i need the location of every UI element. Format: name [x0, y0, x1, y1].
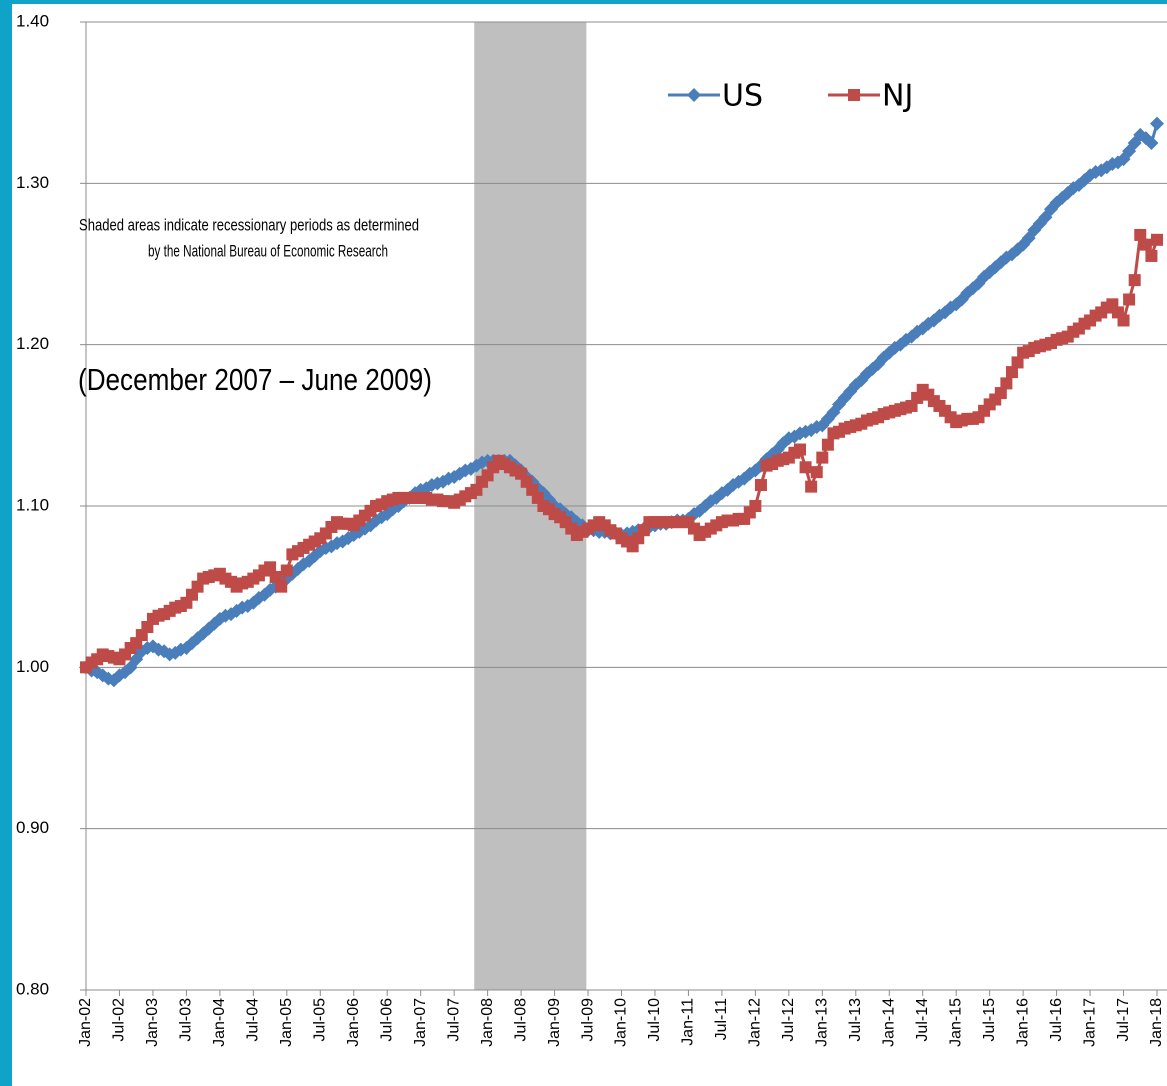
- x-tick-label: Jan-07: [412, 998, 429, 1047]
- x-tick-label: Jan-08: [479, 998, 496, 1047]
- data-point: [1005, 366, 1018, 379]
- x-tick-label: Jul-14: [914, 998, 931, 1042]
- data-point: [275, 580, 288, 593]
- x-tick-label: Jul-05: [312, 998, 329, 1042]
- data-point: [816, 451, 829, 464]
- data-point: [280, 564, 293, 577]
- x-tick-label: Jan-15: [947, 998, 964, 1047]
- y-tick-label: 0.80: [16, 979, 49, 998]
- data-point: [810, 466, 823, 479]
- data-point: [994, 387, 1007, 400]
- x-tick-label: Jul-04: [245, 998, 262, 1042]
- frame-top: [0, 0, 1167, 4]
- x-tick-label: Jan-18: [1148, 998, 1165, 1047]
- x-tick-label: Jan-13: [814, 998, 831, 1047]
- data-point: [1011, 356, 1024, 369]
- x-tick-label: Jul-16: [1048, 998, 1065, 1042]
- x-tick-label: Jul-10: [646, 998, 663, 1042]
- data-point: [1151, 233, 1163, 246]
- y-tick-label: 1.10: [16, 495, 49, 514]
- y-tick-label: 0.90: [16, 818, 49, 837]
- x-tick-label: Jan-17: [1081, 998, 1098, 1047]
- data-point: [993, 255, 1008, 270]
- data-point: [1144, 136, 1159, 150]
- data-point: [1139, 238, 1152, 251]
- data-point: [264, 561, 277, 574]
- x-tick-label: Jan-04: [211, 998, 228, 1047]
- x-tick-label: Jan-14: [880, 998, 897, 1047]
- x-tick-label: Jul-06: [378, 998, 395, 1042]
- annotation: Shaded areas indicate recessionary perio…: [79, 215, 419, 234]
- x-tick-label: Jul-13: [847, 998, 864, 1042]
- x-tick-label: Jul-08: [512, 998, 529, 1042]
- x-tick-label: Jan-16: [1014, 998, 1031, 1047]
- annotation: by the National Bureau of Economic Resea…: [148, 241, 388, 260]
- data-point: [1145, 249, 1158, 262]
- data-point: [794, 443, 806, 456]
- legend-marker: [687, 88, 701, 102]
- x-tick-label: Jul-02: [111, 998, 128, 1042]
- data-point: [1000, 377, 1013, 390]
- x-tick-label: Jan-10: [613, 998, 630, 1047]
- legend-label: US: [722, 79, 763, 114]
- data-point: [1134, 228, 1147, 241]
- x-tick-label: Jul-09: [579, 998, 596, 1042]
- data-point: [1128, 274, 1141, 287]
- x-tick-label: Jan-02: [77, 998, 94, 1047]
- y-tick-label: 1.20: [16, 334, 49, 353]
- legend-label: NJ: [882, 79, 913, 114]
- legend-marker: [848, 89, 860, 101]
- x-tick-label: Jan-11: [680, 998, 697, 1046]
- y-tick-label: 1.00: [16, 657, 49, 676]
- y-tick-label: 1.30: [16, 173, 49, 192]
- x-tick-label: Jan-05: [278, 998, 295, 1047]
- annotation: (December 2007 – June 2009): [78, 362, 432, 397]
- data-point: [821, 438, 834, 451]
- data-point: [1150, 116, 1164, 131]
- x-tick-label: Jul-17: [1115, 998, 1132, 1042]
- x-tick-label: Jul-03: [178, 998, 195, 1042]
- y-tick-label: 1.40: [16, 11, 49, 30]
- data-point: [754, 479, 767, 492]
- data-point: [805, 480, 818, 493]
- data-point: [1117, 314, 1130, 327]
- data-point: [269, 570, 282, 583]
- frame-left: [0, 0, 12, 1086]
- x-tick-label: Jan-06: [345, 998, 362, 1047]
- data-point: [799, 461, 812, 474]
- x-tick-label: Jan-09: [546, 998, 563, 1047]
- x-tick-label: Jan-12: [747, 998, 764, 1047]
- x-tick-label: Jul-11: [713, 998, 730, 1040]
- x-tick-label: Jul-12: [780, 998, 797, 1042]
- x-tick-label: Jul-15: [981, 998, 998, 1042]
- data-point: [1123, 293, 1136, 306]
- x-tick-label: Jul-07: [445, 998, 462, 1042]
- data-point: [749, 500, 762, 512]
- x-tick-label: Jan-03: [144, 998, 161, 1047]
